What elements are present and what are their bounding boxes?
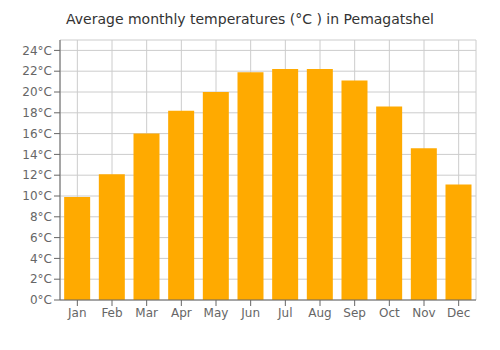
svg-text:Dec: Dec <box>447 306 470 320</box>
svg-text:0°C: 0°C <box>30 293 52 307</box>
html-text:Average monthly temperatures (: Average monthly temperatures (°C ) in Pe… <box>66 11 434 27</box>
svg-text:Apr: Apr <box>171 306 192 320</box>
svg-text:4°C: 4°C <box>30 252 52 266</box>
svg-text:24°C: 24°C <box>22 44 52 58</box>
svg-text:22°C: 22°C <box>22 64 52 78</box>
svg-text:10°C: 10°C <box>22 189 52 203</box>
svg-text:20°C: 20°C <box>22 85 52 99</box>
svg-text:14°C: 14°C <box>22 148 52 162</box>
svg-text:Mar: Mar <box>135 306 158 320</box>
svg-text:Oct: Oct <box>379 306 400 320</box>
svg-text:8°C: 8°C <box>30 210 52 224</box>
svg-text:Nov: Nov <box>412 306 435 320</box>
svg-text:Sep: Sep <box>343 306 366 320</box>
svg-text:Feb: Feb <box>101 306 122 320</box>
svg-text:May: May <box>204 306 229 320</box>
svg-text:18°C: 18°C <box>22 106 52 120</box>
svg-text:Jul: Jul <box>277 306 292 320</box>
svg-text:2°C: 2°C <box>30 272 52 286</box>
svg-text:Jan: Jan <box>67 306 87 320</box>
svg-text:Aug: Aug <box>308 306 331 320</box>
svg-text:Jun: Jun <box>240 306 260 320</box>
svg-text:16°C: 16°C <box>22 127 52 141</box>
svg-text:12°C: 12°C <box>22 168 52 182</box>
svg-text:6°C: 6°C <box>30 231 52 245</box>
